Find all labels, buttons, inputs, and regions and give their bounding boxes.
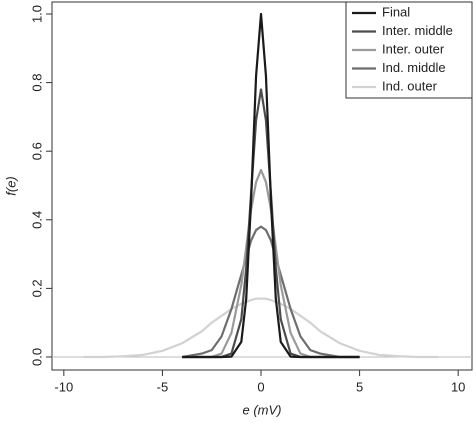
legend-label: Ind. middle [382, 60, 446, 75]
y-axis-label: f(e) [3, 176, 18, 196]
legend-label: Ind. outer [382, 78, 438, 93]
series-line [182, 12, 360, 359]
x-tick-label: -5 [157, 379, 169, 394]
series-line [182, 88, 360, 359]
x-tick-label: 5 [356, 379, 363, 394]
legend-label: Final [382, 4, 410, 19]
x-tick-label: 0 [257, 379, 264, 394]
y-tick-label: 0.8 [29, 74, 44, 92]
series-line [83, 297, 439, 359]
y-tick-label: 1.0 [29, 5, 44, 23]
legend-label: Inter. middle [382, 23, 453, 38]
x-tick-label: 10 [451, 379, 465, 394]
plot-frame [51, 1, 473, 371]
y-tick-label: 0.4 [29, 211, 44, 229]
y-tick-label: 0.0 [29, 348, 44, 366]
y-tick-label: 0.6 [29, 142, 44, 160]
x-axis-label: e (mV) [243, 402, 282, 417]
x-tick-label: -10 [54, 379, 73, 394]
series-line [181, 225, 360, 359]
y-tick-label: 0.2 [29, 279, 44, 297]
legend-label: Inter. outer [382, 41, 445, 56]
